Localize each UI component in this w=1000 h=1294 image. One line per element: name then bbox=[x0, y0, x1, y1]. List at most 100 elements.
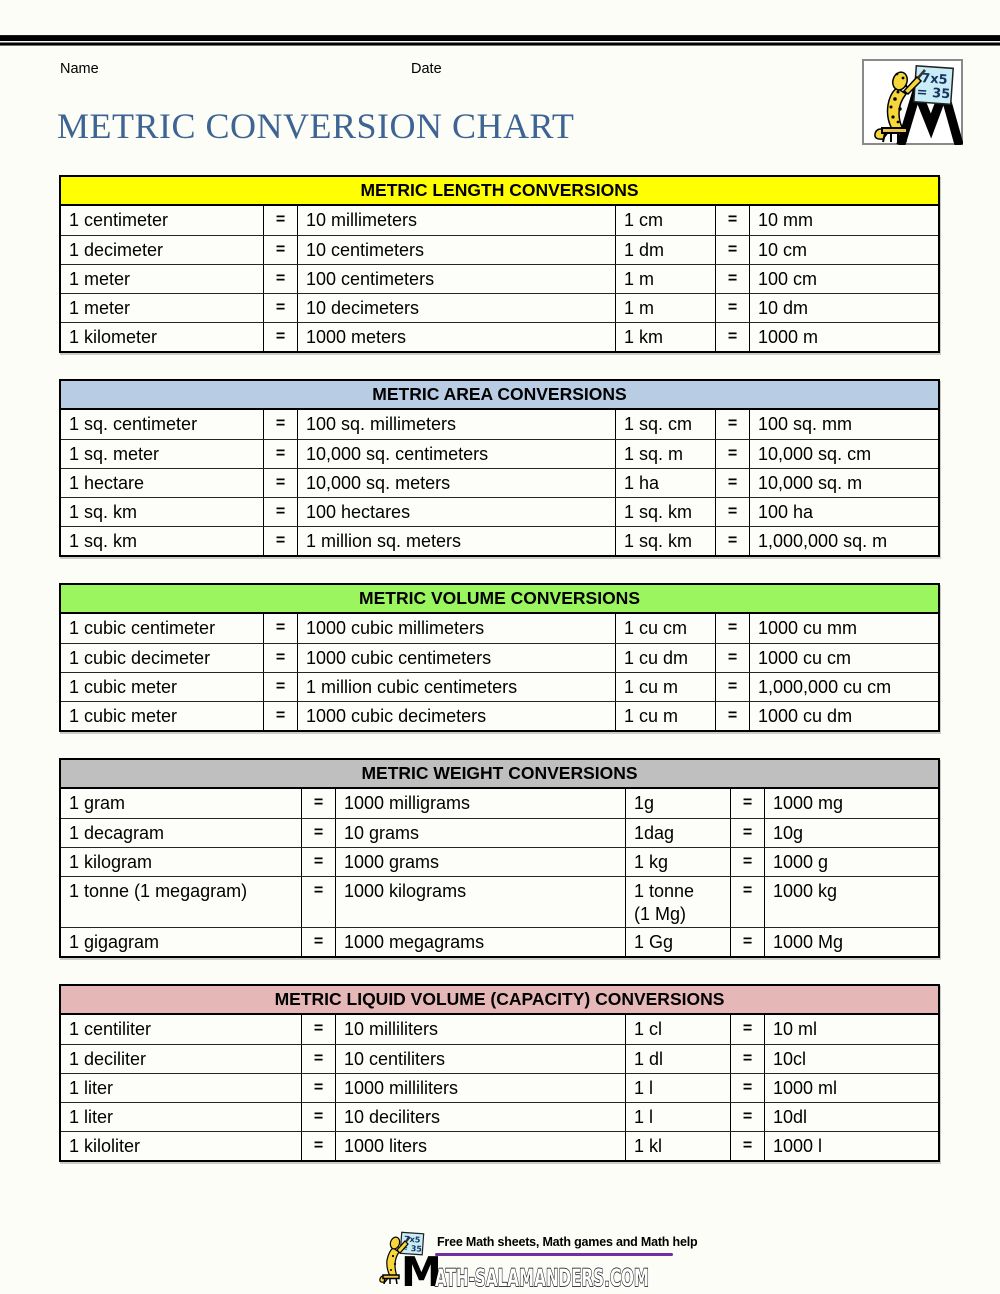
table-cell: 1 cu m bbox=[615, 702, 715, 730]
board-equation-top: 7x5 bbox=[921, 71, 948, 88]
footer-board-top: 7x5 bbox=[404, 1235, 421, 1245]
equals-cell: = bbox=[263, 614, 297, 643]
table-cell: 1000 cu cm bbox=[749, 644, 938, 672]
table-cell: 1 cu cm bbox=[615, 614, 715, 643]
table-cell: 1000 cubic millimeters bbox=[297, 614, 615, 643]
table-row: 1 liter = 1000 milliliters 1 l = 1000 ml bbox=[61, 1073, 938, 1102]
table-row: 1 kilogram = 1000 grams 1 kg = 1000 g bbox=[61, 847, 938, 876]
equals-cell: = bbox=[263, 644, 297, 672]
table-cell: 1000 kilograms bbox=[335, 877, 625, 927]
table-cell: 1 gram bbox=[69, 793, 126, 813]
table-cell: 1 deciliter bbox=[69, 1049, 147, 1069]
footer-board-bottom: = 35 bbox=[401, 1243, 423, 1253]
table-cell: 1 decagram bbox=[69, 823, 165, 843]
table-row: 1 sq. km = 100 hectares 1 sq. km = 100 ha bbox=[61, 497, 938, 526]
equals-cell: = bbox=[301, 1015, 335, 1044]
equals-cell: = bbox=[301, 877, 335, 927]
conversion-table: METRIC WEIGHT CONVERSIONS 1 gram = 1000 mil… bbox=[59, 758, 940, 958]
table-cell: 1000 milligrams bbox=[335, 789, 625, 818]
equals-cell: = bbox=[263, 206, 297, 235]
table-cell: 10 dm bbox=[749, 294, 938, 322]
table-cell: 1000 megagrams bbox=[335, 928, 625, 956]
stool-icon bbox=[881, 127, 908, 143]
table-cell: 1 cubic meter bbox=[69, 677, 178, 697]
table-cell: 1000 cubic decimeters bbox=[297, 702, 615, 730]
table-cell: 1000 m bbox=[749, 323, 938, 351]
table-cell: 1 sq. meter bbox=[69, 444, 160, 464]
table-cell: 1000 cubic centimeters bbox=[297, 644, 615, 672]
table-cell: 1 kl bbox=[625, 1132, 730, 1160]
equals-cell: = bbox=[715, 323, 749, 351]
equals-cell: = bbox=[263, 673, 297, 701]
equals-cell: = bbox=[263, 469, 297, 497]
table-cell: 1 sq. cm bbox=[615, 410, 715, 439]
table-cell: 1000 mg bbox=[764, 789, 938, 818]
equals-cell: = bbox=[730, 789, 764, 818]
table-cell: 10,000 sq. meters bbox=[297, 469, 615, 497]
table-cell: 10 millimeters bbox=[297, 206, 615, 235]
board-equation-bottom: = 35 bbox=[916, 85, 950, 102]
table-row: 1 kiloliter = 1000 liters 1 kl = 1000 l bbox=[61, 1131, 938, 1160]
table-cell: 10 centimeters bbox=[297, 236, 615, 264]
table-cell: 100 cm bbox=[749, 265, 938, 293]
equals-cell: = bbox=[301, 1103, 335, 1131]
table-row: 1 sq. meter = 10,000 sq. centimeters 1 sq. … bbox=[61, 439, 938, 468]
equals-cell: = bbox=[301, 819, 335, 847]
equals-cell: = bbox=[715, 294, 749, 322]
table-row: 1 sq. centimeter = 100 sq. millimeters 1 sq… bbox=[61, 410, 938, 439]
math-salamanders-logo-icon: 7x5 = 35 bbox=[862, 59, 963, 145]
table-row: 1 deciliter = 10 centiliters 1 dl = 10cl bbox=[61, 1044, 938, 1073]
table-cell: 10 milliliters bbox=[335, 1015, 625, 1044]
table-cell: 1 kiloliter bbox=[69, 1136, 141, 1156]
table-title: METRIC VOLUME CONVERSIONS bbox=[61, 585, 938, 614]
table-cell: 100 sq. millimeters bbox=[297, 410, 615, 439]
equals-cell: = bbox=[301, 1132, 335, 1160]
table-cell: 1 kg bbox=[625, 848, 730, 876]
equals-cell: = bbox=[301, 1045, 335, 1073]
conversion-table: METRIC VOLUME CONVERSIONS 1 cubic centime… bbox=[59, 583, 940, 732]
equals-cell: = bbox=[263, 236, 297, 264]
table-cell: 1 gigagram bbox=[69, 932, 160, 952]
table-cell: 1 meter bbox=[69, 298, 131, 318]
table-row: 1 cubic decimeter = 1000 cubic centimeters… bbox=[61, 643, 938, 672]
table-cell: 1 kilogram bbox=[69, 852, 153, 872]
table-cell: 1 meter bbox=[69, 269, 131, 289]
tables-container: METRIC LENGTH CONVERSIONS 1 centimeter = 10… bbox=[59, 175, 940, 1188]
table-cell: 10 cm bbox=[749, 236, 938, 264]
table-cell: 1 sq. km bbox=[69, 531, 138, 551]
equals-cell: = bbox=[715, 644, 749, 672]
equals-cell: = bbox=[715, 702, 749, 730]
table-cell: 1 ha bbox=[615, 469, 715, 497]
table-cell: 10 centiliters bbox=[335, 1045, 625, 1073]
equals-cell: = bbox=[301, 848, 335, 876]
table-row: 1 cubic meter = 1000 cubic decimeters 1 cu … bbox=[61, 701, 938, 730]
table-cell: 10 deciliters bbox=[335, 1103, 625, 1131]
table-cell: 10cl bbox=[764, 1045, 938, 1073]
site-initial-m: M bbox=[401, 1253, 442, 1291]
footer-accent-line bbox=[435, 1253, 673, 1256]
table-cell: 1000 Mg bbox=[764, 928, 938, 956]
table-cell: 1 Gg bbox=[625, 928, 730, 956]
equals-cell: = bbox=[715, 206, 749, 235]
table-row: 1 kilometer = 1000 meters 1 km = 1000 m bbox=[61, 322, 938, 351]
equals-cell: = bbox=[715, 469, 749, 497]
footer-tagline: Free Math sheets, Math games and Math he… bbox=[437, 1235, 698, 1249]
table-cell: 1000 l bbox=[764, 1132, 938, 1160]
table-cell: 1g bbox=[625, 789, 730, 818]
equals-cell: = bbox=[301, 789, 335, 818]
footer-salamander-icon: 7x5 = 35 bbox=[379, 1231, 425, 1285]
table-cell: 1 centiliter bbox=[69, 1019, 152, 1039]
equals-cell: = bbox=[715, 673, 749, 701]
equals-cell: = bbox=[263, 323, 297, 351]
table-cell: 10 ml bbox=[764, 1015, 938, 1044]
table-cell: 1 centimeter bbox=[69, 210, 169, 230]
table-cell: 1 cl bbox=[625, 1015, 730, 1044]
conversion-table: METRIC LIQUID VOLUME (CAPACITY) CONVERSI… bbox=[59, 984, 940, 1162]
equals-cell: = bbox=[301, 928, 335, 956]
table-row: 1 gigagram = 1000 megagrams 1 Gg = 1000 Mg bbox=[61, 927, 938, 956]
table-cell: 1 m bbox=[615, 294, 715, 322]
table-row: 1 cubic centimeter = 1000 cubic millimeter… bbox=[61, 614, 938, 643]
table-cell: 1 cu dm bbox=[615, 644, 715, 672]
equals-cell: = bbox=[715, 410, 749, 439]
equals-cell: = bbox=[263, 527, 297, 555]
